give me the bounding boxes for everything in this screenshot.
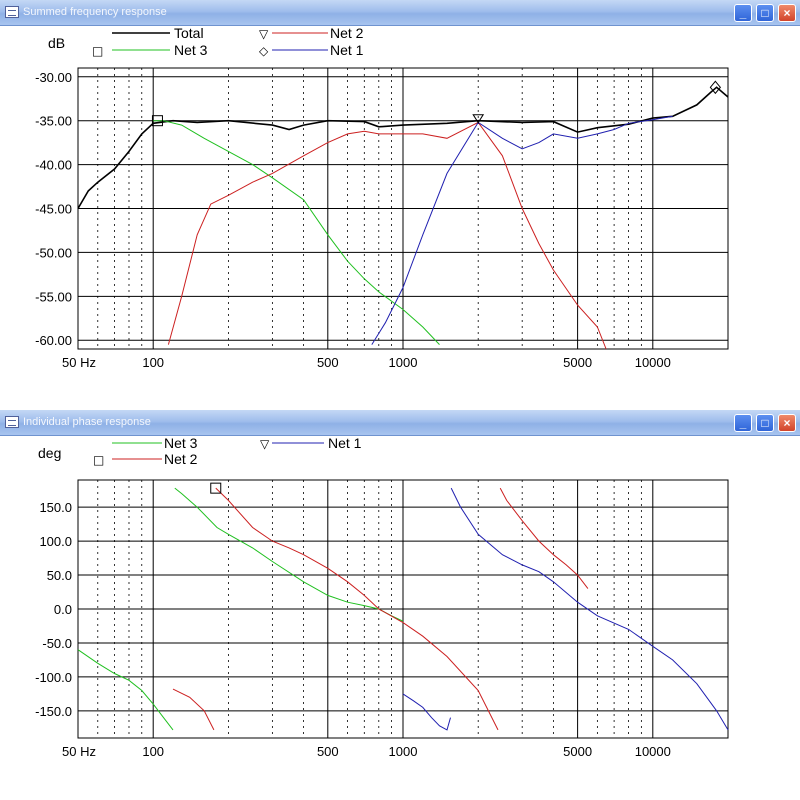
series-total [77, 86, 729, 209]
legend-marker-net2: □ [93, 453, 104, 467]
legend: Total ▽ Net 2 □ Net 3 ◇ Net 1 [92, 25, 364, 58]
marker-net-2 [472, 114, 485, 124]
legend-label-total: Total [174, 25, 204, 41]
plot-grid: 150.0 100.0 50.0 0.0 -50.0 -100.0 -150.0 50 Hz 1… [35, 479, 729, 759]
minimize-button[interactable]: _ [734, 4, 752, 22]
y-tick-label: -35.00 [35, 114, 72, 129]
minimize-icon: _ [739, 6, 747, 20]
y-unit-label: dB [48, 35, 65, 51]
marker-net-2 [210, 482, 222, 494]
phase-response-chart: deg Net 3 ▽ Net 1 □ Net 2 150.0 100.0 50.0… [35, 435, 729, 759]
maximize-icon: □ [761, 416, 769, 430]
y-tick-label: -150.0 [35, 704, 72, 719]
marker-net-3 [151, 115, 163, 127]
window-title: Individual phase response [23, 416, 151, 428]
legend-marker-net1: ▽ [260, 437, 270, 451]
close-icon: × [783, 6, 791, 20]
series-line-net-1-seg0 [402, 693, 451, 731]
y-tick-label: -45.00 [35, 202, 72, 217]
plot-grid: -30.00 -35.00 -40.00 -45.00 -50.00 -55.00 -60.… [35, 67, 729, 370]
y-tick-label: -100.0 [35, 670, 72, 685]
y-tick-label: 0.0 [54, 602, 72, 617]
y-unit-label: deg [38, 445, 61, 461]
window-title: Summed frequency response [23, 6, 167, 18]
x-tick-label: 50 Hz [62, 355, 96, 370]
x-tick-label: 10000 [635, 355, 671, 370]
series-net-3 [77, 487, 404, 731]
y-tick-label: 50.0 [47, 568, 72, 583]
y-tick-label: -50.0 [42, 636, 72, 651]
x-tick-label: 50 Hz [62, 744, 96, 759]
series-line-net-3-seg0 [77, 649, 174, 731]
y-tick-label: -50.00 [35, 245, 72, 260]
window-gap [0, 390, 800, 410]
legend-marker-net3: □ [92, 44, 103, 58]
legend-label-net2: Net 2 [164, 451, 198, 467]
legend-label-net3: Net 3 [164, 435, 198, 451]
x-tick-label: 100 [142, 355, 164, 370]
frequency-response-chart: dB Total ▽ Net 2 □ Net 3 ◇ Net 1 -30.00-… [35, 25, 729, 370]
app-icon[interactable] [5, 6, 19, 18]
series-line-net-3-seg1 [174, 487, 404, 622]
maximize-icon: □ [761, 6, 769, 20]
x-tick-label: 500 [317, 355, 339, 370]
marker-net-1 [709, 80, 722, 95]
series-net-2 [167, 121, 607, 350]
legend: Net 3 ▽ Net 1 □ Net 2 [93, 435, 362, 467]
title-bar[interactable]: Individual phase response _ □ × [0, 410, 800, 436]
series-line-net-1-seg1 [450, 487, 729, 731]
series-line-total [77, 86, 729, 209]
series-line-net-2-seg0 [172, 688, 215, 731]
y-tick-label: 100.0 [39, 534, 72, 549]
y-tick-label: -55.00 [35, 289, 72, 304]
minimize-icon: _ [739, 416, 747, 430]
x-tick-label: 1000 [389, 744, 418, 759]
y-tick-label: 150.0 [39, 500, 72, 515]
legend-marker-net1: ◇ [259, 44, 269, 58]
series-line-net-2-seg1 [215, 487, 499, 731]
close-button[interactable]: × [778, 4, 796, 22]
legend-label-net1: Net 1 [328, 435, 362, 451]
window-phase-response: Individual phase response _ □ × deg Net … [0, 410, 800, 800]
series-net-1 [371, 115, 673, 345]
x-tick-label: 1000 [389, 355, 418, 370]
series-line-net-1 [371, 115, 673, 345]
title-bar[interactable]: Summed frequency response _ □ × [0, 0, 800, 26]
minimize-button[interactable]: _ [734, 414, 752, 432]
x-tick-label: 500 [317, 744, 339, 759]
maximize-button[interactable]: □ [756, 4, 774, 22]
x-tick-label: 5000 [563, 744, 592, 759]
maximize-button[interactable]: □ [756, 414, 774, 432]
y-tick-label: -60.00 [35, 333, 72, 348]
legend-label-net3: Net 3 [174, 42, 208, 58]
series-line-net-2-seg2 [499, 487, 589, 589]
y-tick-label: -30.00 [35, 70, 72, 85]
x-tick-label: 100 [142, 744, 164, 759]
x-tick-label: 10000 [635, 744, 671, 759]
x-tick-label: 5000 [563, 355, 592, 370]
app-icon[interactable] [5, 416, 19, 428]
series-net-1 [402, 487, 729, 731]
legend-marker-net2: ▽ [259, 27, 269, 41]
close-button[interactable]: × [778, 414, 796, 432]
window-summed-frequency: Summed frequency response _ □ × dB Total… [0, 0, 800, 390]
legend-label-net1: Net 1 [330, 42, 364, 58]
legend-label-net2: Net 2 [330, 25, 364, 41]
series-line-net-2 [167, 121, 607, 350]
y-tick-label: -40.00 [35, 158, 72, 173]
close-icon: × [783, 416, 791, 430]
series-net-2 [172, 487, 589, 731]
